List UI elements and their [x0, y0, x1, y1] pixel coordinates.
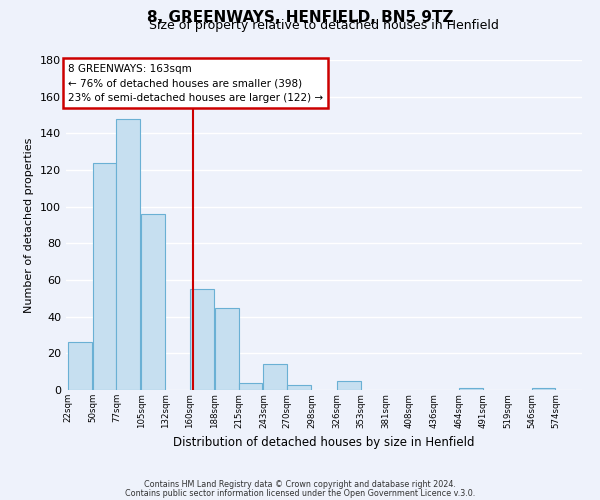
Text: Contains HM Land Registry data © Crown copyright and database right 2024.: Contains HM Land Registry data © Crown c…: [144, 480, 456, 489]
Bar: [116, 118, 140, 390]
Bar: [239, 382, 262, 390]
Bar: [532, 388, 556, 390]
Bar: [92, 162, 116, 390]
Bar: [215, 308, 239, 390]
Bar: [190, 289, 214, 390]
Bar: [68, 342, 92, 390]
X-axis label: Distribution of detached houses by size in Henfield: Distribution of detached houses by size …: [173, 436, 475, 449]
Bar: [287, 384, 311, 390]
Text: Contains public sector information licensed under the Open Government Licence v.: Contains public sector information licen…: [125, 488, 475, 498]
Title: Size of property relative to detached houses in Henfield: Size of property relative to detached ho…: [149, 20, 499, 32]
Bar: [141, 214, 165, 390]
Text: 8 GREENWAYS: 163sqm
← 76% of detached houses are smaller (398)
23% of semi-detac: 8 GREENWAYS: 163sqm ← 76% of detached ho…: [68, 64, 323, 104]
Bar: [459, 388, 483, 390]
Text: 8, GREENWAYS, HENFIELD, BN5 9TZ: 8, GREENWAYS, HENFIELD, BN5 9TZ: [147, 10, 453, 25]
Bar: [337, 381, 361, 390]
Bar: [263, 364, 287, 390]
Y-axis label: Number of detached properties: Number of detached properties: [25, 138, 34, 312]
